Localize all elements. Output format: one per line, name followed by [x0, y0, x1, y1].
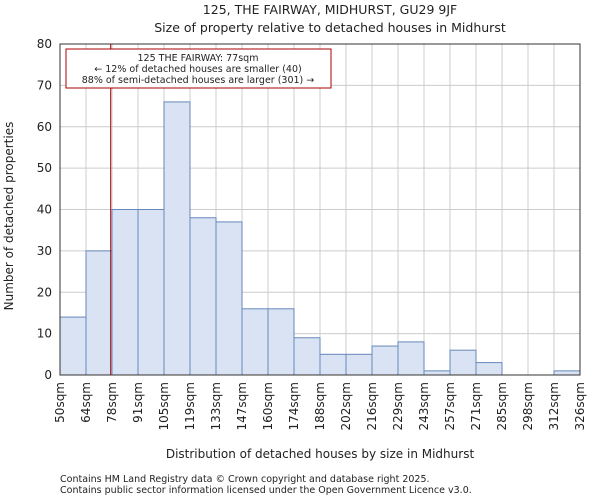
x-axis-label: Distribution of detached houses by size …: [166, 447, 475, 461]
x-tick-label: 147sqm: [235, 382, 249, 430]
histogram-bar: [189, 217, 217, 376]
annotation-line3: 88% of semi-detached houses are larger (…: [82, 75, 315, 86]
x-tick-label: 188sqm: [313, 382, 327, 430]
x-tick-label: 298sqm: [521, 382, 535, 430]
histogram-bar: [111, 209, 139, 376]
annotation-border: [65, 48, 332, 89]
histogram-bar: [267, 308, 295, 376]
x-tick-label: 105sqm: [157, 382, 171, 430]
x-tick-label: 174sqm: [287, 382, 301, 430]
footer-line2: Contains public sector information licen…: [60, 485, 472, 496]
histogram-bar: [475, 362, 503, 376]
histogram-bar: [345, 353, 373, 376]
y-tick-label: 30: [37, 244, 52, 258]
x-tick-label: 50sqm: [53, 382, 67, 423]
annotation-line2: ← 12% of detached houses are smaller (40…: [94, 64, 301, 75]
histogram-bar: [397, 341, 425, 376]
x-tick-label: 326sqm: [573, 382, 587, 430]
x-tick-label: 216sqm: [365, 382, 379, 430]
histogram-bar: [137, 209, 165, 376]
x-tick-labels: 50sqm 64sqm 78sqm 91sqm 105sqm 119sqm 133sqm 14…: [53, 382, 587, 430]
x-tick-label: 119sqm: [183, 382, 197, 430]
footer-line1: Contains HM Land Registry data © Crown c…: [60, 474, 430, 485]
x-tick-label: 91sqm: [131, 382, 145, 423]
y-tick-label: 40: [37, 203, 52, 217]
annotation-box: 125 THE FAIRWAY: 77sqm ← 12% of detached…: [65, 48, 332, 89]
y-tick-label: 60: [37, 120, 52, 134]
chart-title-line1: 125, THE FAIRWAY, MIDHURST, GU29 9JF: [203, 2, 457, 17]
histogram-bar: [423, 370, 451, 376]
histogram-bar: [215, 221, 243, 376]
histogram-bar: [553, 370, 581, 376]
x-tick-label: 285sqm: [495, 382, 509, 430]
y-tick-label: 80: [37, 37, 52, 51]
histogram-bar: [163, 101, 191, 376]
histogram-bar: [293, 337, 321, 376]
histogram-bar: [371, 345, 399, 376]
histogram-bar: [319, 353, 347, 376]
y-axis-label: Number of detached properties: [2, 122, 16, 311]
x-tick-label: 312sqm: [547, 382, 561, 430]
x-tick-label: 202sqm: [339, 382, 353, 430]
histogram-bar: [241, 308, 269, 376]
y-tick-label: 20: [37, 285, 52, 299]
x-tick-label: 271sqm: [469, 382, 483, 430]
chart-title-line2: Size of property relative to detached ho…: [154, 20, 506, 35]
y-tick-label: 10: [37, 327, 52, 341]
x-tick-label: 133sqm: [209, 382, 223, 430]
histogram-bar: [85, 250, 113, 376]
x-tick-label: 160sqm: [261, 382, 275, 430]
histogram-bar: [59, 316, 87, 376]
y-tick-label: 0: [44, 368, 52, 382]
histogram-bar: [449, 349, 477, 376]
x-tick-label: 229sqm: [391, 382, 405, 430]
x-tick-label: 257sqm: [443, 382, 457, 430]
y-tick-label: 70: [37, 78, 52, 92]
annotation-line1: 125 THE FAIRWAY: 77sqm: [138, 53, 259, 64]
x-tick-label: 78sqm: [105, 382, 119, 423]
x-tick-label: 64sqm: [79, 382, 93, 423]
y-tick-label: 50: [37, 161, 52, 175]
y-tick-labels: 0 10 20 30 40 50 60 70 80: [37, 37, 52, 382]
plot-frame: [59, 43, 581, 376]
x-tick-label: 243sqm: [417, 382, 431, 430]
